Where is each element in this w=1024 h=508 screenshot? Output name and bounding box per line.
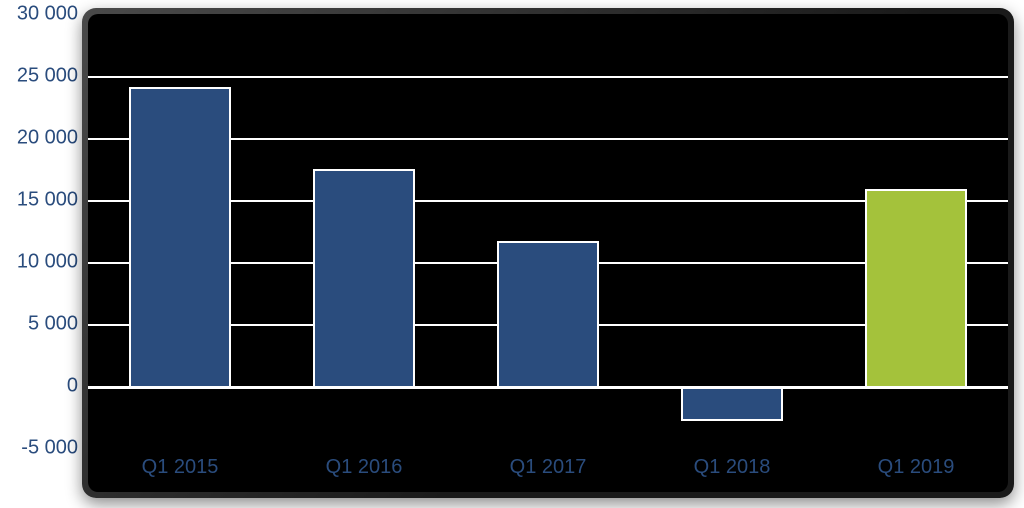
x-tick-label: Q1 2015 (142, 456, 219, 479)
x-axis: Q1 2015 Q1 2016 Q1 2017 Q1 2018 Q1 2019 (88, 448, 1008, 492)
x-tick-label: Q1 2019 (878, 456, 955, 479)
y-tick-label: 0 (0, 375, 78, 398)
y-tick-label: -5 000 (0, 437, 78, 460)
bars-layer (88, 14, 1008, 448)
bar (497, 241, 598, 386)
x-tick-label: Q1 2017 (510, 456, 587, 479)
y-axis: -5 000 0 5 000 10 000 15 000 20 000 25 000 30 0… (0, 0, 78, 508)
y-tick-label: 5 000 (0, 313, 78, 336)
bar (129, 87, 230, 386)
bar (681, 386, 782, 421)
y-tick-label: 30 000 (0, 3, 78, 26)
bar (313, 169, 414, 386)
plot-frame: Q1 2015 Q1 2016 Q1 2017 Q1 2018 Q1 2019 (82, 8, 1014, 498)
x-tick-label: Q1 2018 (694, 456, 771, 479)
y-tick-label: 20 000 (0, 127, 78, 150)
bar (865, 189, 966, 386)
chart-stage: -5 000 0 5 000 10 000 15 000 20 000 25 000 30 0… (0, 0, 1024, 508)
x-tick-label: Q1 2016 (326, 456, 403, 479)
y-tick-label: 10 000 (0, 251, 78, 274)
plot-area: Q1 2015 Q1 2016 Q1 2017 Q1 2018 Q1 2019 (88, 14, 1008, 492)
zero-line (88, 386, 1008, 389)
y-tick-label: 15 000 (0, 189, 78, 212)
y-tick-label: 25 000 (0, 65, 78, 88)
